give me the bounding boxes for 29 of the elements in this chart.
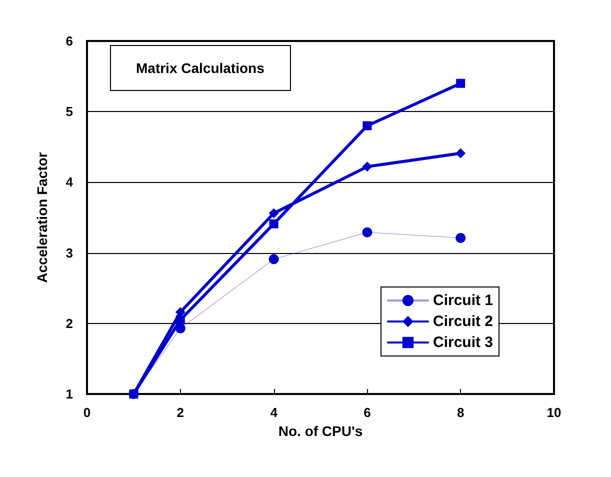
legend-label: Circuit 1	[432, 292, 493, 309]
point	[362, 227, 372, 238]
y-tick-label: 4	[66, 174, 74, 190]
x-axis-title: No. of CPU's	[278, 423, 363, 439]
point	[456, 232, 466, 243]
y-tick-label: 1	[66, 386, 73, 402]
point	[456, 78, 466, 88]
legend-label: Circuit 2	[432, 313, 493, 330]
y-tick-label: 3	[66, 245, 73, 260]
x-tick-label: 10	[546, 405, 562, 420]
x-tick-label: 4	[270, 405, 278, 420]
point	[268, 254, 279, 264]
point	[268, 208, 279, 218]
y-axis-title: Acceleration Factor	[34, 152, 50, 283]
point	[456, 148, 466, 158]
point	[362, 162, 372, 172]
x-tick-label: 6	[364, 405, 371, 420]
x-tick-label: 2	[176, 405, 184, 420]
x-tick-label: 8	[456, 405, 464, 420]
point	[129, 390, 138, 398]
point	[269, 219, 278, 228]
x-tick-label: 0	[83, 405, 91, 420]
y-tick-label: 2	[66, 316, 73, 331]
y-tick-label: 5	[66, 104, 73, 120]
point	[176, 315, 185, 324]
y-tick-label: 6	[66, 34, 73, 48]
point	[362, 121, 372, 130]
text: Matrix Calculations	[136, 60, 265, 76]
legend-label: Circuit 3	[432, 334, 493, 351]
